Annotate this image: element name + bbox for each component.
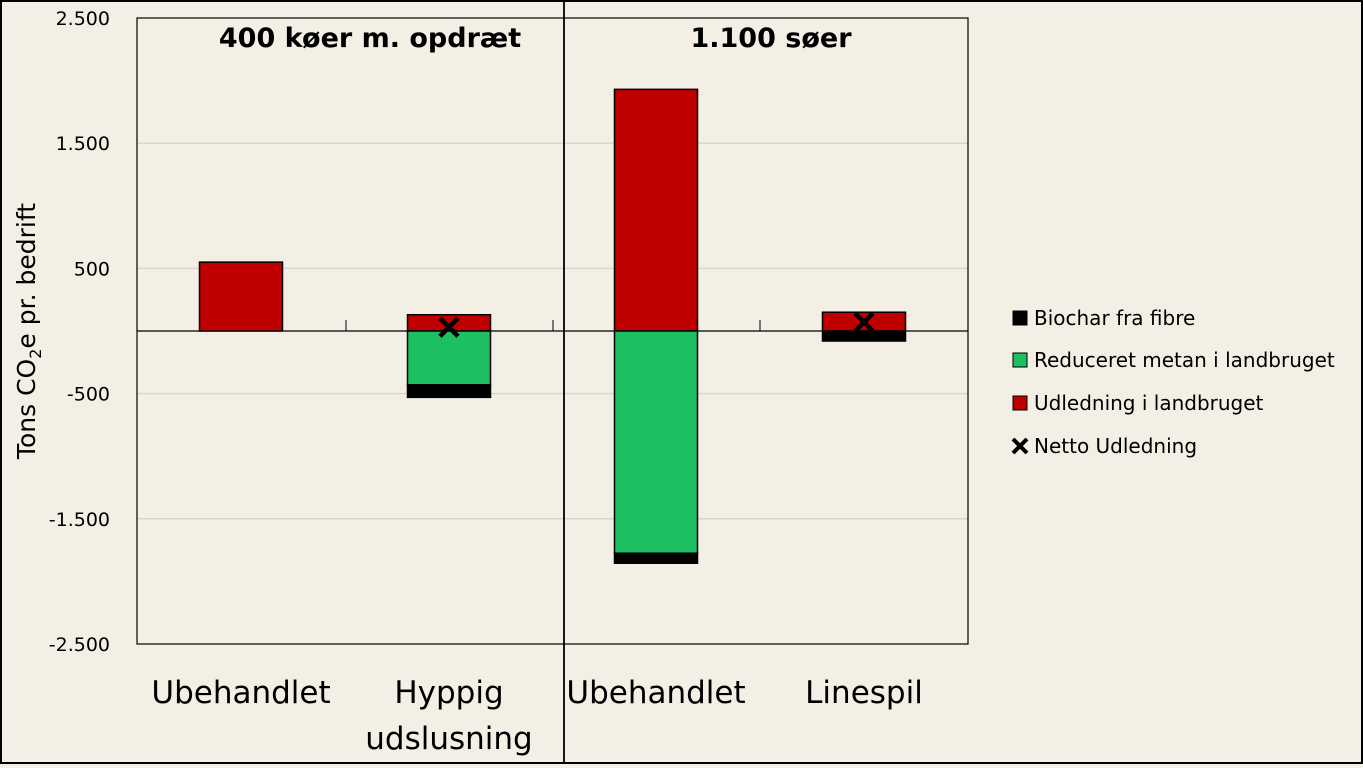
legend-swatch — [1012, 352, 1028, 368]
panel-title: 1.100 søer — [690, 23, 852, 54]
legend-label: Netto Udledning — [1034, 434, 1197, 458]
y-tick-label: -2.500 — [49, 634, 110, 656]
legend-label: Biochar fra fibre — [1034, 306, 1195, 330]
net-marker — [853, 311, 875, 333]
y-tick-label: -1.500 — [49, 509, 110, 531]
bar-segment — [613, 88, 699, 332]
category-label: Ubehandlet — [151, 675, 330, 711]
bar-segment — [198, 261, 284, 332]
y-tick-label: 500 — [74, 258, 110, 280]
bar-segment — [613, 330, 699, 554]
panel-title: 400 køer m. opdræt — [219, 23, 521, 54]
category-label: Ubehandlet — [566, 675, 745, 711]
legend-swatch — [1012, 395, 1028, 411]
legend-swatch — [1012, 310, 1028, 326]
legend-entry: Reduceret metan i landbruget — [1012, 348, 1335, 372]
legend-entry: Netto Udledning — [1011, 434, 1197, 458]
category-label: Linespil — [805, 675, 923, 711]
bar-segment — [613, 552, 699, 564]
category-label: udslusning — [365, 721, 532, 757]
y-tick-label: -500 — [67, 384, 110, 406]
y-axis-title: Tons CO2e pr. bedrift — [12, 203, 45, 460]
legend-label: Reduceret metan i landbruget — [1034, 348, 1335, 372]
legend-label: Udledning i landbruget — [1034, 391, 1264, 415]
legend-marker — [1011, 437, 1029, 455]
y-tick-label: 2.500 — [56, 8, 110, 30]
legend-entry: Biochar fra fibre — [1012, 306, 1195, 330]
bar-segment — [821, 330, 907, 342]
category-label: Hyppig — [394, 675, 503, 711]
bar-segment — [406, 330, 492, 386]
net-marker-stroke — [438, 316, 460, 338]
y-tick-label: 1.500 — [56, 133, 110, 155]
bar-segment — [406, 384, 492, 399]
net-marker — [438, 316, 460, 338]
legend-entry: Udledning i landbruget — [1012, 391, 1264, 415]
net-marker-stroke — [853, 311, 875, 333]
